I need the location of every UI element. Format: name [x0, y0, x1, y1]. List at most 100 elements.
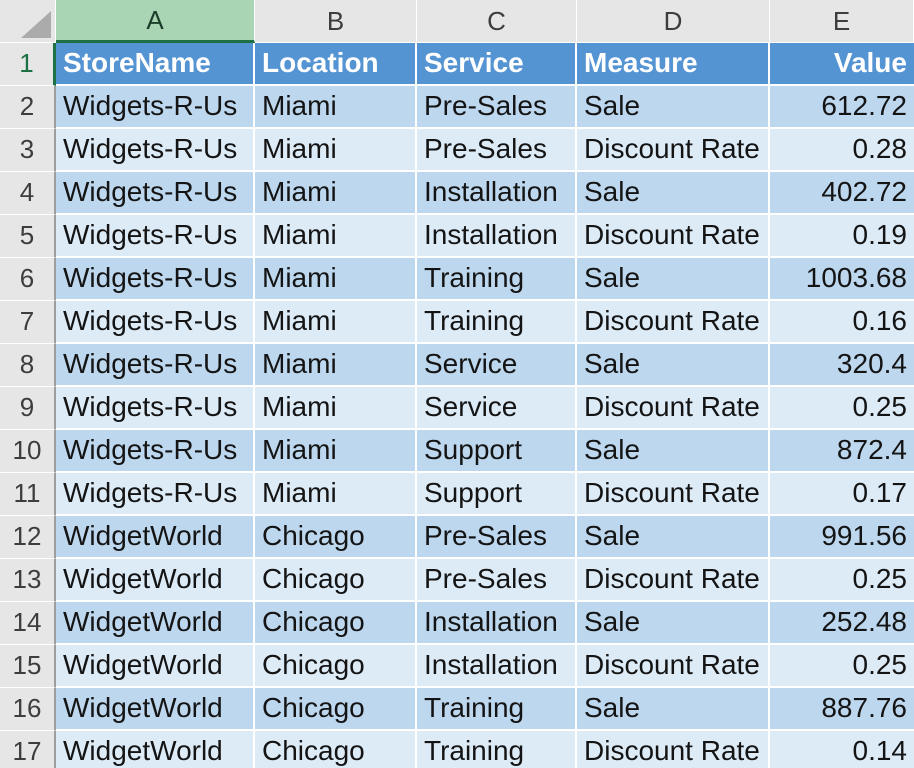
cell-location[interactable]: Chicago: [255, 645, 417, 688]
cell-service[interactable]: Support: [417, 473, 577, 516]
cell-value[interactable]: 0.17: [770, 473, 914, 516]
cell-measure[interactable]: Sale: [577, 86, 770, 129]
cell-location[interactable]: Miami: [255, 86, 417, 129]
cell-service[interactable]: Training: [417, 258, 577, 301]
cell-location[interactable]: Chicago: [255, 516, 417, 559]
cell-value[interactable]: 887.76: [770, 688, 914, 731]
cell-service[interactable]: Service: [417, 387, 577, 430]
cell-storename[interactable]: WidgetWorld: [56, 645, 255, 688]
cell-location[interactable]: Miami: [255, 430, 417, 473]
cell-storename[interactable]: Widgets-R-Us: [56, 387, 255, 430]
row-header[interactable]: 3: [0, 129, 56, 172]
row-header[interactable]: 12: [0, 516, 56, 559]
cell-value[interactable]: 0.19: [770, 215, 914, 258]
cell-location[interactable]: Miami: [255, 301, 417, 344]
cell-value[interactable]: 0.25: [770, 559, 914, 602]
cell-value[interactable]: 872.4: [770, 430, 914, 473]
cell-service[interactable]: Installation: [417, 215, 577, 258]
cell-d1[interactable]: Measure: [577, 43, 770, 86]
cell-location[interactable]: Chicago: [255, 731, 417, 768]
cell-location[interactable]: Miami: [255, 344, 417, 387]
cell-value[interactable]: 1003.68: [770, 258, 914, 301]
cell-measure[interactable]: Discount Rate: [577, 645, 770, 688]
column-header-e[interactable]: E: [770, 0, 914, 43]
cell-storename[interactable]: WidgetWorld: [56, 602, 255, 645]
cell-storename[interactable]: Widgets-R-Us: [56, 129, 255, 172]
column-header-c[interactable]: C: [417, 0, 577, 43]
cell-measure[interactable]: Sale: [577, 258, 770, 301]
cell-service[interactable]: Installation: [417, 172, 577, 215]
cell-service[interactable]: Training: [417, 731, 577, 768]
cell-service[interactable]: Pre-Sales: [417, 86, 577, 129]
row-header[interactable]: 15: [0, 645, 56, 688]
cell-service[interactable]: Pre-Sales: [417, 516, 577, 559]
cell-service[interactable]: Training: [417, 301, 577, 344]
cell-storename[interactable]: Widgets-R-Us: [56, 86, 255, 129]
row-header[interactable]: 16: [0, 688, 56, 731]
cell-storename[interactable]: Widgets-R-Us: [56, 301, 255, 344]
cell-measure[interactable]: Sale: [577, 344, 770, 387]
cell-value[interactable]: 402.72: [770, 172, 914, 215]
cell-value[interactable]: 0.14: [770, 731, 914, 768]
row-header[interactable]: 8: [0, 344, 56, 387]
cell-location[interactable]: Miami: [255, 215, 417, 258]
row-header[interactable]: 14: [0, 602, 56, 645]
cell-service[interactable]: Service: [417, 344, 577, 387]
cell-measure[interactable]: Discount Rate: [577, 301, 770, 344]
cell-location[interactable]: Chicago: [255, 559, 417, 602]
cell-measure[interactable]: Discount Rate: [577, 387, 770, 430]
cell-location[interactable]: Miami: [255, 473, 417, 516]
cell-c1[interactable]: Service: [417, 43, 577, 86]
column-header-d[interactable]: D: [577, 0, 770, 43]
cell-measure[interactable]: Discount Rate: [577, 559, 770, 602]
cell-storename[interactable]: Widgets-R-Us: [56, 215, 255, 258]
row-header[interactable]: 9: [0, 387, 56, 430]
row-header[interactable]: 10: [0, 430, 56, 473]
cell-storename[interactable]: Widgets-R-Us: [56, 172, 255, 215]
cell-service[interactable]: Pre-Sales: [417, 559, 577, 602]
cell-storename[interactable]: Widgets-R-Us: [56, 430, 255, 473]
row-header[interactable]: 13: [0, 559, 56, 602]
cell-storename[interactable]: Widgets-R-Us: [56, 344, 255, 387]
cell-value[interactable]: 612.72: [770, 86, 914, 129]
cell-value[interactable]: 0.16: [770, 301, 914, 344]
cell-value[interactable]: 0.28: [770, 129, 914, 172]
cell-location[interactable]: Miami: [255, 387, 417, 430]
row-header[interactable]: 17: [0, 731, 56, 768]
cell-storename[interactable]: Widgets-R-Us: [56, 258, 255, 301]
cell-measure[interactable]: Discount Rate: [577, 215, 770, 258]
row-header[interactable]: 11: [0, 473, 56, 516]
cell-storename[interactable]: WidgetWorld: [56, 516, 255, 559]
row-header[interactable]: 4: [0, 172, 56, 215]
row-header[interactable]: 6: [0, 258, 56, 301]
select-all-button[interactable]: [0, 0, 56, 43]
cell-measure[interactable]: Sale: [577, 172, 770, 215]
cell-measure[interactable]: Sale: [577, 516, 770, 559]
column-header-b[interactable]: B: [255, 0, 417, 43]
cell-measure[interactable]: Sale: [577, 602, 770, 645]
cell-value[interactable]: 991.56: [770, 516, 914, 559]
row-header[interactable]: 5: [0, 215, 56, 258]
cell-a1[interactable]: StoreName: [56, 43, 255, 86]
cell-measure[interactable]: Sale: [577, 688, 770, 731]
cell-service[interactable]: Support: [417, 430, 577, 473]
row-header[interactable]: 7: [0, 301, 56, 344]
row-header-1[interactable]: 1: [0, 43, 56, 86]
cell-value[interactable]: 0.25: [770, 645, 914, 688]
cell-value[interactable]: 252.48: [770, 602, 914, 645]
cell-location[interactable]: Miami: [255, 258, 417, 301]
cell-storename[interactable]: Widgets-R-Us: [56, 473, 255, 516]
cell-service[interactable]: Installation: [417, 602, 577, 645]
row-header[interactable]: 2: [0, 86, 56, 129]
cell-location[interactable]: Miami: [255, 172, 417, 215]
cell-measure[interactable]: Discount Rate: [577, 731, 770, 768]
cell-b1[interactable]: Location: [255, 43, 417, 86]
cell-location[interactable]: Chicago: [255, 688, 417, 731]
cell-location[interactable]: Chicago: [255, 602, 417, 645]
cell-service[interactable]: Training: [417, 688, 577, 731]
cell-value[interactable]: 320.4: [770, 344, 914, 387]
cell-service[interactable]: Pre-Sales: [417, 129, 577, 172]
cell-measure[interactable]: Discount Rate: [577, 129, 770, 172]
cell-value[interactable]: 0.25: [770, 387, 914, 430]
cell-measure[interactable]: Sale: [577, 430, 770, 473]
